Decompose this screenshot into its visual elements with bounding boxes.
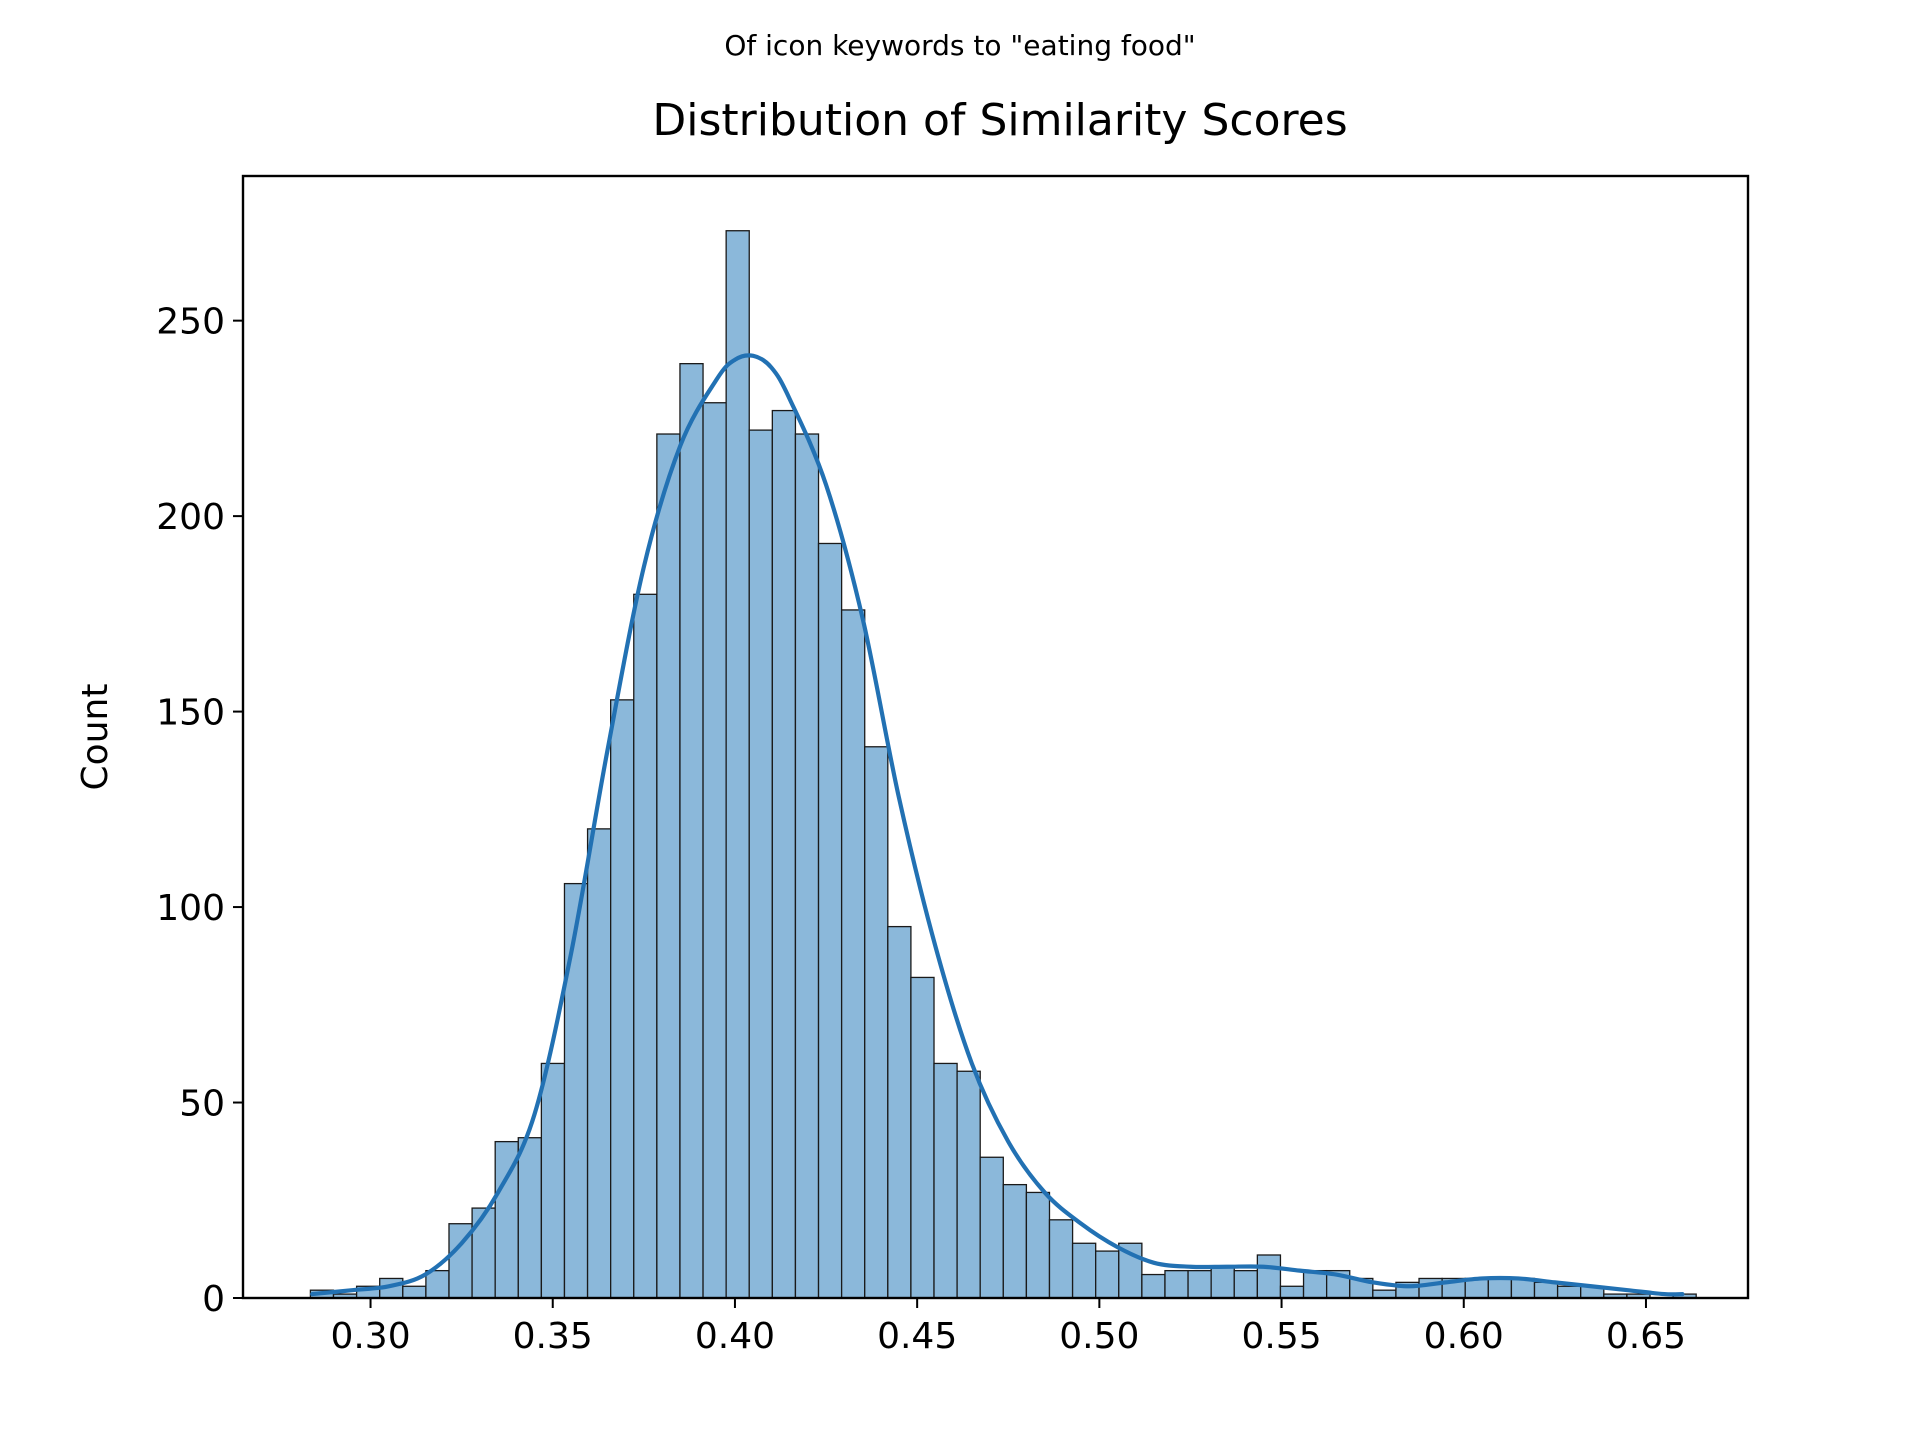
x-tick-label: 0.35: [513, 1316, 593, 1357]
y-tick-label: 100: [156, 888, 225, 929]
histogram-bar: [979, 1156, 1004, 1299]
y-tick-label: 0: [202, 1279, 225, 1320]
histogram-bar: [1487, 1277, 1513, 1299]
histogram-bar: [517, 1137, 543, 1299]
histogram-bar: [1556, 1285, 1582, 1299]
histogram-bar: [794, 433, 820, 1299]
y-tick-label: 250: [156, 302, 225, 343]
x-axis: 0.30 0.35 0.40 0.45 0.50 0.55 0.60 0.65: [330, 1298, 1686, 1357]
histogram-bar: [840, 609, 866, 1299]
histogram-bar: [563, 882, 589, 1299]
x-tick-label: 0.50: [1059, 1316, 1139, 1357]
histogram-bar: [910, 976, 935, 1299]
x-tick-label: 0.45: [877, 1316, 957, 1357]
y-tick-label: 150: [156, 693, 225, 734]
histogram-bar: [586, 828, 612, 1299]
histogram-bars: [309, 230, 1697, 1299]
histogram-bar: [656, 433, 681, 1299]
histogram-bar: [817, 542, 843, 1299]
y-tick-label: 50: [179, 1084, 225, 1125]
histogram-bar: [1025, 1191, 1051, 1299]
x-tick-label: 0.55: [1241, 1316, 1321, 1357]
histogram-bar: [1141, 1273, 1166, 1299]
histogram-bar: [771, 409, 797, 1299]
histogram-bar: [1164, 1269, 1189, 1299]
histogram-bar: [1095, 1250, 1120, 1299]
x-tick-label: 0.30: [330, 1316, 410, 1357]
figure-suptitle: Of icon keywords to "eating food": [724, 29, 1195, 62]
histogram-bar: [402, 1285, 427, 1299]
x-tick-label: 0.40: [695, 1316, 775, 1357]
histogram-bar: [864, 746, 889, 1299]
y-tick-label: 200: [156, 497, 225, 538]
plot-frame: [241, 174, 1750, 1300]
y-axis: 0 50 100 150 200 250: [156, 302, 243, 1320]
histogram-bar: [633, 593, 658, 1299]
histogram-bar: [1187, 1269, 1212, 1299]
histogram-bar: [540, 1062, 566, 1299]
histogram-bar: [748, 429, 773, 1299]
histogram-bar: [933, 1062, 958, 1299]
kde-line: [310, 353, 1685, 1297]
y-axis-label: Count: [75, 684, 116, 791]
x-tick-label: 0.65: [1606, 1316, 1686, 1357]
histogram-bar: [1233, 1269, 1259, 1299]
histogram-bar: [1210, 1266, 1235, 1299]
chart-title: Distribution of Similarity Scores: [652, 95, 1347, 146]
histogram-bar: [702, 402, 727, 1299]
histogram-bar: [679, 363, 704, 1299]
kde-curve-group: [310, 353, 1685, 1297]
histogram-bar: [1071, 1242, 1097, 1299]
histogram-bar: [1533, 1281, 1559, 1299]
histogram-bar: [425, 1269, 450, 1299]
histogram-bar: [1002, 1183, 1028, 1299]
histogram-bar: [725, 230, 750, 1299]
histogram-bar: [1256, 1254, 1282, 1299]
histogram-bar: [1048, 1219, 1074, 1299]
histogram-bar: [471, 1207, 496, 1299]
histogram-bar: [887, 925, 912, 1299]
histogram-bar: [610, 699, 635, 1299]
histogram-bar: [1279, 1285, 1305, 1299]
x-tick-label: 0.60: [1424, 1316, 1504, 1357]
histogram-bar: [956, 1070, 981, 1299]
